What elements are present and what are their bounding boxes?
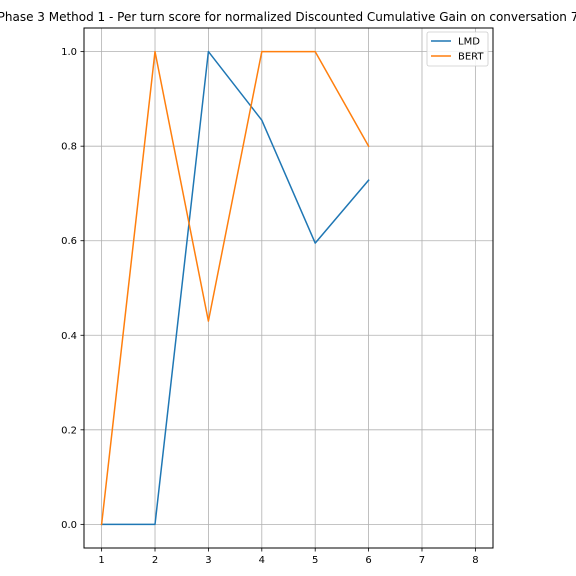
plot-frame bbox=[83, 27, 494, 549]
legend-label: BERT bbox=[458, 52, 484, 63]
series-lines bbox=[100, 50, 370, 526]
x-tick-label: 8 bbox=[472, 555, 478, 566]
y-tick-label: 0.2 bbox=[61, 425, 77, 436]
x-tick-label: 7 bbox=[419, 555, 425, 566]
y-axis: 0.0 0.2 0.4 0.6 0.8 1.0 bbox=[61, 47, 84, 531]
y-tick-label: 1.0 bbox=[61, 47, 77, 58]
x-tick-label: 3 bbox=[205, 555, 211, 566]
legend-label: LMD bbox=[458, 37, 480, 48]
x-tick-label: 5 bbox=[312, 555, 318, 566]
y-tick-label: 0.6 bbox=[61, 236, 77, 247]
chart-title: Phase 3 Method 1 - Per turn score for no… bbox=[0, 10, 576, 24]
series-line-lmd bbox=[100, 50, 370, 526]
x-tick-label: 4 bbox=[259, 555, 265, 566]
series-line-bert bbox=[100, 50, 370, 526]
y-tick-label: 0.0 bbox=[61, 520, 77, 531]
y-tick-label: 0.8 bbox=[61, 142, 77, 153]
grid bbox=[84, 28, 493, 548]
legend: LMD BERT bbox=[426, 31, 489, 67]
x-axis: 1 2 3 4 5 6 7 8 bbox=[98, 548, 479, 566]
x-tick-label: 2 bbox=[152, 555, 158, 566]
x-tick-label: 6 bbox=[365, 555, 371, 566]
y-tick-label: 0.4 bbox=[61, 331, 77, 342]
x-tick-label: 1 bbox=[98, 555, 104, 566]
